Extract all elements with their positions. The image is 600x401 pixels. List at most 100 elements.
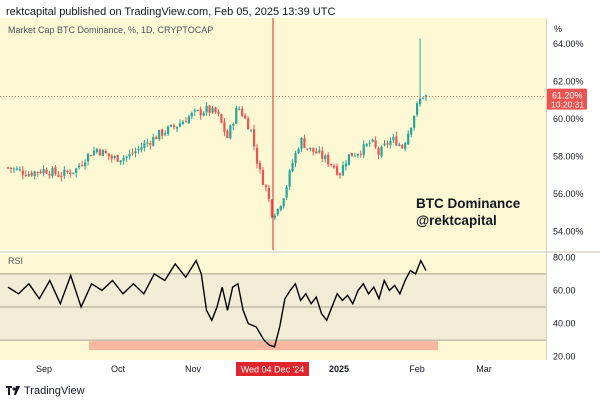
candle-body	[374, 140, 377, 148]
oversold-highlight	[88, 341, 439, 351]
candle-body	[300, 138, 303, 149]
candle-body	[119, 160, 122, 163]
candle-body	[184, 121, 187, 123]
x-axis-label: Oct	[111, 364, 126, 374]
candle-body	[365, 143, 368, 146]
tradingview-logo-text: TradingView	[24, 385, 85, 397]
candle-body	[81, 165, 84, 167]
candle-body	[83, 162, 87, 167]
date-badge-label: Wed 04 Dec '24	[241, 365, 305, 375]
candle-body	[249, 129, 253, 131]
candle-body	[190, 112, 193, 117]
publish-header: rektcapital published on TradingView.com…	[0, 0, 600, 24]
candle-body	[261, 169, 265, 185]
candle-body	[161, 129, 164, 136]
rsi-tick-label: 60.00	[553, 285, 576, 295]
candle-body	[377, 148, 380, 155]
tradingview-logo[interactable]: TradingView	[6, 384, 85, 398]
candle-body	[33, 171, 36, 177]
candle-body	[98, 149, 102, 155]
candle-body	[330, 163, 333, 165]
candle-body	[321, 150, 324, 159]
candle-body	[341, 165, 345, 176]
candle-body	[75, 168, 78, 173]
x-axis-label: Feb	[409, 364, 425, 374]
candle-body	[353, 155, 356, 157]
candle-body	[48, 173, 51, 176]
candle-body	[152, 136, 155, 146]
x-axis-label: Sep	[36, 364, 52, 374]
candle-body	[362, 144, 365, 156]
candle-body	[258, 163, 262, 170]
candle-body	[172, 125, 176, 128]
last-price-badge	[547, 88, 587, 110]
candle-body	[338, 173, 342, 176]
candle-body	[66, 171, 69, 173]
candle-body	[335, 166, 339, 175]
candle-body	[9, 167, 13, 170]
candle-body	[392, 137, 395, 141]
candle-body	[273, 215, 276, 218]
candle-body	[60, 175, 63, 177]
candle-body	[244, 115, 247, 119]
candle-body	[276, 208, 279, 215]
candle-body	[291, 163, 294, 172]
candle-body	[181, 121, 185, 125]
last-price-label: 61.20%	[552, 91, 583, 101]
candle-body	[226, 130, 229, 139]
candle-body	[214, 107, 217, 113]
candle-body	[270, 199, 273, 218]
candle-body	[229, 125, 232, 139]
tradingview-logo-icon	[6, 386, 20, 395]
candle-body	[54, 167, 57, 175]
candle-body	[104, 151, 107, 154]
candle-body	[110, 155, 113, 159]
candle-body	[220, 114, 223, 123]
candle-body	[113, 156, 116, 158]
candle-body	[137, 148, 140, 150]
candle-body	[140, 147, 143, 150]
candle-body	[288, 170, 291, 187]
price-tick-label: 58.00%	[553, 151, 584, 161]
candle-body	[175, 126, 179, 129]
candle-body	[164, 133, 167, 135]
x-axis: SepOctNovDec2025FebMarWed 04 Dec '24	[36, 362, 492, 376]
candle-body	[252, 129, 256, 147]
candle-body	[404, 143, 407, 150]
candle-body	[18, 169, 21, 171]
candle-body	[57, 174, 60, 177]
candle-body	[149, 143, 152, 145]
candle-body	[27, 174, 30, 176]
chart-root[interactable]: % 54.00% 56.00% 58.00% 60.00% 62.00% 64.00% Mar…	[0, 0, 600, 380]
candle-body	[30, 172, 33, 176]
x-axis-label: Mar	[476, 364, 492, 374]
candle-body	[51, 168, 54, 177]
candle-body	[297, 149, 300, 153]
candle-body	[155, 136, 158, 140]
candle-body	[12, 168, 16, 170]
candle-body	[318, 150, 321, 153]
rsi-title: RSI	[8, 256, 23, 266]
candle-body	[267, 188, 270, 199]
candle-body	[371, 139, 374, 142]
candle-body	[86, 153, 90, 162]
candle-body	[116, 154, 119, 162]
price-pane: % 54.00% 56.00% 58.00% 60.00% 62.00% 64.00% Mar…	[0, 18, 600, 360]
candle-body	[24, 174, 27, 177]
price-tick-label: 64.00%	[553, 39, 584, 49]
candle-body	[235, 107, 238, 124]
price-tick-label: 62.00%	[553, 77, 584, 87]
candle-body	[202, 112, 205, 116]
candle-body	[418, 98, 422, 105]
candle-body	[178, 123, 182, 127]
publish-line: rektcapital published on TradingView.com…	[6, 6, 336, 18]
rsi-line	[7, 258, 427, 348]
candle-body	[303, 138, 306, 148]
candle-body	[187, 116, 190, 123]
candle-body	[368, 142, 371, 144]
rsi-tick-label: 40.00	[553, 319, 576, 329]
candle-body	[413, 115, 416, 128]
chart-title: Market Cap BTC Dominance, %, 1D, CRYPTOC…	[8, 25, 213, 35]
candle-body	[282, 198, 285, 207]
candle-body	[264, 185, 268, 188]
